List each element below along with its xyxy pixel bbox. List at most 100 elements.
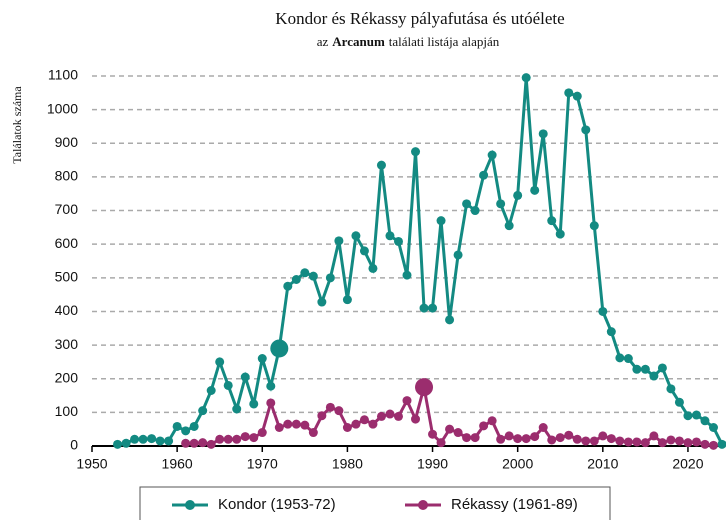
point xyxy=(283,419,293,429)
y-tick-label: 400 xyxy=(55,302,79,318)
point xyxy=(359,415,369,425)
point xyxy=(291,419,301,429)
y-tick-label: 100 xyxy=(55,403,79,419)
point xyxy=(232,404,242,414)
point xyxy=(393,411,403,421)
point xyxy=(453,250,463,260)
point xyxy=(189,438,199,448)
point xyxy=(606,327,616,337)
y-tick-label: 900 xyxy=(55,134,79,150)
point xyxy=(351,231,361,241)
point xyxy=(538,129,548,139)
point xyxy=(249,399,259,409)
point xyxy=(376,160,386,170)
legend-swatch xyxy=(418,500,428,510)
point xyxy=(606,434,616,444)
point xyxy=(504,221,514,231)
point xyxy=(632,437,642,447)
point xyxy=(164,436,174,446)
legend-label: Rékassy (1961-89) xyxy=(451,496,578,513)
point xyxy=(547,435,557,445)
point xyxy=(598,431,608,441)
point xyxy=(470,206,480,216)
point xyxy=(291,275,301,284)
point xyxy=(564,430,574,440)
point xyxy=(530,185,540,195)
x-tick-label: 2020 xyxy=(672,456,703,472)
point xyxy=(198,406,208,416)
point xyxy=(691,437,701,447)
x-tick-label: 1970 xyxy=(247,456,278,472)
point xyxy=(376,411,386,421)
y-tick-label: 0 xyxy=(70,437,78,453)
point xyxy=(138,434,148,444)
point xyxy=(334,236,344,246)
point xyxy=(445,424,455,434)
y-axis-label: Találatok száma xyxy=(10,86,24,164)
point xyxy=(649,371,659,381)
point xyxy=(504,431,514,441)
point xyxy=(325,273,335,283)
x-tick-label: 1990 xyxy=(417,456,448,472)
point xyxy=(615,436,625,446)
subtitle-part: találati listája alapján xyxy=(389,34,500,49)
point xyxy=(428,303,438,313)
point xyxy=(385,231,395,241)
point xyxy=(300,268,310,278)
point xyxy=(521,434,531,444)
point xyxy=(589,221,599,231)
point xyxy=(640,364,650,374)
point xyxy=(300,420,310,430)
point xyxy=(462,199,472,209)
point xyxy=(368,263,378,273)
point xyxy=(657,363,667,373)
chart-subtitle: az Arcanum találati listája alapján xyxy=(317,34,500,49)
point xyxy=(130,434,140,444)
point xyxy=(147,434,157,444)
point xyxy=(487,416,497,426)
point xyxy=(181,426,191,436)
point xyxy=(666,435,676,445)
point xyxy=(189,421,199,431)
y-tick-label: 600 xyxy=(55,235,79,251)
point xyxy=(342,423,352,432)
point xyxy=(691,410,701,420)
point xyxy=(521,73,531,83)
point xyxy=(257,354,267,364)
point xyxy=(428,429,438,439)
point xyxy=(436,216,446,226)
point xyxy=(393,236,403,246)
y-tick-label: 300 xyxy=(55,336,79,352)
point xyxy=(270,339,289,358)
point xyxy=(419,303,429,313)
point xyxy=(623,354,633,364)
point xyxy=(266,398,276,408)
point xyxy=(674,397,684,407)
point xyxy=(453,428,463,438)
point xyxy=(479,170,489,180)
point xyxy=(615,353,625,363)
x-tick-label: 1960 xyxy=(162,456,193,472)
point xyxy=(513,190,523,200)
x-tick-label: 1950 xyxy=(76,456,107,472)
chart-title: Kondor és Rékassy pályafutása és utóélet… xyxy=(275,9,564,28)
x-tick-label: 2010 xyxy=(587,456,618,472)
point xyxy=(666,384,676,394)
point xyxy=(572,434,582,444)
x-tick-label: 1980 xyxy=(332,456,363,472)
point xyxy=(538,423,548,432)
point xyxy=(530,432,540,442)
point xyxy=(215,357,225,367)
point xyxy=(113,439,123,449)
point xyxy=(266,381,276,391)
point xyxy=(700,416,710,426)
point xyxy=(564,88,574,98)
point xyxy=(487,150,497,160)
y-tick-label: 200 xyxy=(55,369,79,385)
point xyxy=(411,414,421,424)
point xyxy=(223,434,233,444)
y-tick-label: 1000 xyxy=(47,100,78,116)
point xyxy=(623,437,633,447)
point xyxy=(351,419,361,429)
